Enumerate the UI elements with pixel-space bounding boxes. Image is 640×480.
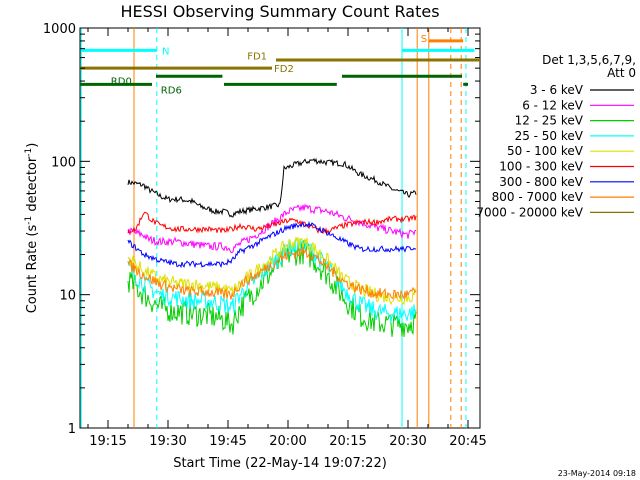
footer-timestamp: 23-May-2014 09:18 [558,469,636,478]
flag-label-s: S [421,34,427,45]
series-line [127,246,417,301]
series-line [127,240,417,337]
y-tick-label: 100 [51,155,76,170]
x-tick-label: 20:30 [389,434,426,449]
x-tick-label: 19:45 [209,434,246,449]
legend-title-line1: Det 1,3,5,6,7,9, [542,53,636,67]
x-tick-label: 19:15 [89,434,126,449]
legend-entry-label: 7000 - 20000 keV [476,205,583,219]
y-axis-label-end: ) [25,143,40,148]
y-tick-label: 10 [59,289,76,304]
x-tick-label: 20:45 [449,434,486,449]
x-axis-label: Start Time (22-May-14 19:07:22) [173,456,387,471]
legend-entry-label: 12 - 25 keV [515,114,584,128]
flag-label-n: N [162,46,169,57]
x-tick-label: 19:30 [149,434,186,449]
y-axis-label: Count Rate (s-1 detector-1) [24,143,40,314]
y-tick-label: 1 [68,422,76,437]
legend-title-line2: Att 0 [607,66,636,80]
flag-label-fd2: FD2 [274,64,294,75]
flag-label-rd0: RD0 [111,76,132,87]
legend-entry-label: 25 - 50 keV [515,129,584,143]
legend-entry-label: 100 - 300 keV [499,160,583,174]
legend-entry-label: 3 - 6 keV [530,83,584,97]
series-lines [127,157,417,337]
series-line [127,236,417,306]
flag-label-rd6: RD6 [161,86,182,97]
flag-label-fd1: FD1 [247,52,267,63]
axis-ticks: 19:15 19:30 19:45 20:00 20:15 20:30 20:45 1 10 10… [43,22,487,449]
legend-entry-label: 6 - 12 keV [522,98,584,112]
chart-title: HESSI Observing Summary Count Rates [120,2,439,21]
series-line [127,220,417,269]
y-tick-label: 1000 [43,22,76,37]
series-line [127,211,417,235]
plot-frame [79,27,481,429]
legend-entry-label: 300 - 800 keV [499,175,583,189]
x-tick-label: 20:00 [269,434,306,449]
series-line [127,157,417,218]
legend-entry-label: 50 - 100 keV [507,144,584,158]
x-tick-label: 20:15 [329,434,366,449]
flag-lines: N S FD1 FD2 RD0 RD6 [80,28,480,428]
y-axis-label-sup: -1 [24,216,34,225]
legend-entry-label: 800 - 7000 keV [492,190,584,204]
y-axis-label-mid: detector [25,156,40,216]
y-axis-label-sup2: -1 [24,148,34,157]
series-line [127,203,416,254]
y-axis-label-start: Count Rate (s [25,225,40,314]
